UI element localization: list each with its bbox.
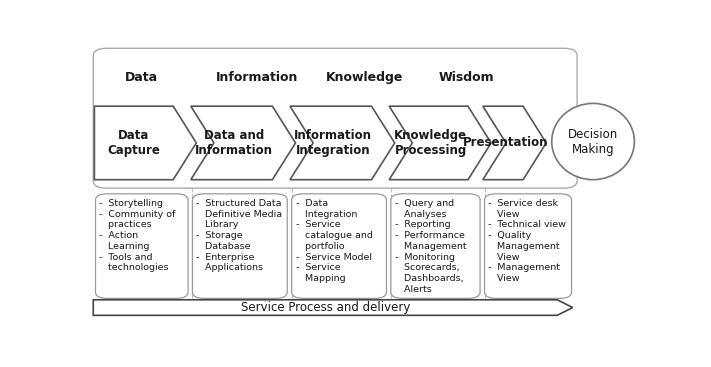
Polygon shape: [95, 106, 196, 180]
FancyBboxPatch shape: [484, 194, 572, 298]
FancyBboxPatch shape: [95, 194, 188, 298]
Polygon shape: [389, 106, 491, 180]
Text: Data and
Information: Data and Information: [195, 129, 273, 157]
Text: Information
Integration: Information Integration: [294, 129, 372, 157]
Text: Knowledge
Processing: Knowledge Processing: [395, 129, 467, 157]
Ellipse shape: [552, 103, 634, 180]
FancyBboxPatch shape: [391, 194, 480, 298]
Text: -  Storytelling
-  Community of
   practices
-  Action
   Learning
-  Tools and
: - Storytelling - Community of practices …: [100, 199, 176, 272]
Text: Presentation: Presentation: [463, 137, 548, 149]
FancyBboxPatch shape: [193, 194, 287, 298]
Polygon shape: [191, 106, 296, 180]
Polygon shape: [483, 106, 546, 180]
Text: Data
Capture: Data Capture: [107, 129, 160, 157]
Text: Service Process and delivery: Service Process and delivery: [240, 301, 410, 314]
Text: Data: Data: [124, 72, 158, 84]
Text: Knowledge: Knowledge: [326, 72, 403, 84]
Text: -  Data
   Integration
-  Service
   catalogue and
   portfolio
-  Service Model: - Data Integration - Service catalogue a…: [296, 199, 373, 283]
Text: -  Service desk
   View
-  Technical view
-  Quality
   Management
   View
-  Ma: - Service desk View - Technical view - Q…: [488, 199, 566, 283]
Polygon shape: [93, 300, 572, 315]
FancyBboxPatch shape: [292, 194, 387, 298]
Polygon shape: [290, 106, 395, 180]
Text: Wisdom: Wisdom: [439, 72, 494, 84]
Text: -  Structured Data
   Definitive Media
   Library
-  Storage
   Database
-  Ente: - Structured Data Definitive Media Libra…: [196, 199, 282, 272]
Text: Information: Information: [215, 72, 298, 84]
FancyBboxPatch shape: [93, 48, 577, 188]
Text: Decision
Making: Decision Making: [568, 128, 618, 156]
Text: -  Query and
   Analyses
-  Reporting
-  Performance
   Management
-  Monitoring: - Query and Analyses - Reporting - Perfo…: [395, 199, 466, 294]
